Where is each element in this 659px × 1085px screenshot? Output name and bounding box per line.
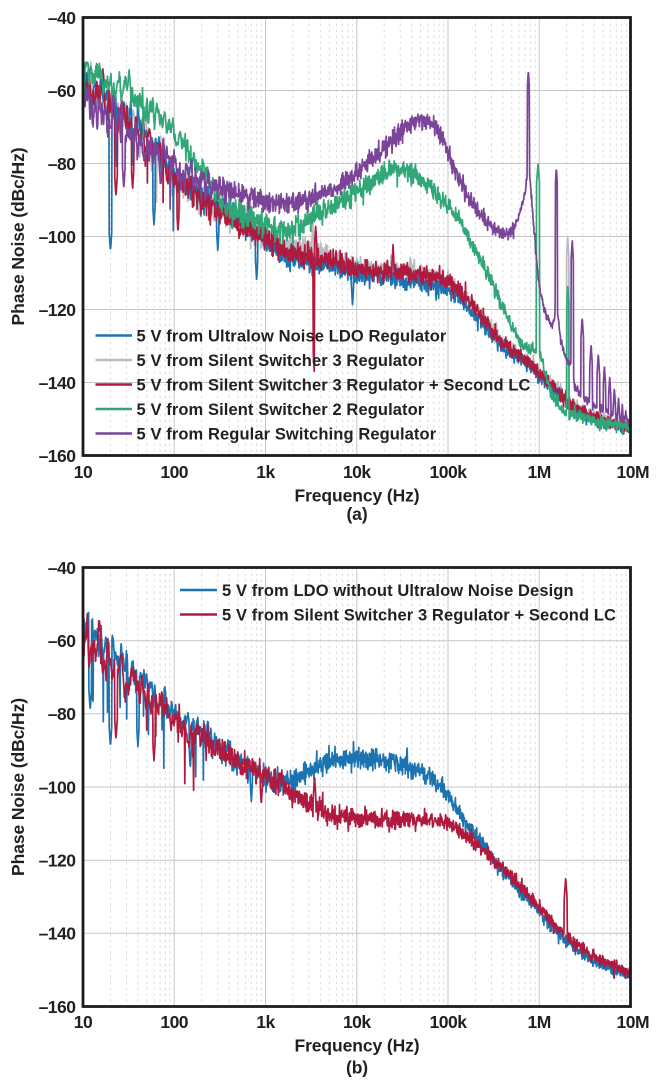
svg-text:–100: –100 [39, 777, 77, 797]
svg-text:1M: 1M [528, 1012, 551, 1032]
svg-text:–160: –160 [39, 446, 77, 466]
svg-text:Frequency (Hz): Frequency (Hz) [294, 1036, 419, 1056]
svg-text:5 V from Regular Switching Reg: 5 V from Regular Switching Regulator [137, 425, 437, 443]
svg-text:(b): (b) [346, 1058, 368, 1078]
svg-text:5 V from Ultralow Noise LDO Re: 5 V from Ultralow Noise LDO Regulator [137, 327, 447, 345]
svg-text:–140: –140 [39, 373, 77, 393]
svg-text:100: 100 [160, 1012, 188, 1032]
svg-text:–100: –100 [39, 227, 77, 247]
svg-text:5 V from LDO without Ultralow: 5 V from LDO without Ultralow Noise Desi… [222, 582, 574, 600]
svg-text:10M: 10M [617, 1012, 650, 1032]
svg-text:5 V from Silent Switcher 3 Reg: 5 V from Silent Switcher 3 Regulator + S… [222, 606, 616, 624]
svg-text:–40: –40 [48, 558, 76, 578]
svg-text:5 V from Silent Switcher 3 Reg: 5 V from Silent Switcher 3 Regulator [137, 352, 425, 370]
svg-text:–60: –60 [48, 631, 76, 651]
svg-text:Frequency (Hz): Frequency (Hz) [294, 486, 419, 506]
svg-text:10: 10 [74, 1012, 93, 1032]
svg-text:1M: 1M [528, 462, 551, 482]
svg-text:1k: 1k [256, 462, 275, 482]
svg-text:5 V from Silent Switcher 2 Reg: 5 V from Silent Switcher 2 Regulator [137, 401, 425, 419]
svg-text:–60: –60 [48, 81, 76, 101]
svg-text:–120: –120 [39, 851, 77, 871]
svg-text:10: 10 [74, 462, 93, 482]
svg-text:100: 100 [160, 462, 188, 482]
svg-text:100k: 100k [430, 462, 468, 482]
svg-text:10k: 10k [343, 462, 371, 482]
svg-text:–120: –120 [39, 300, 77, 320]
svg-text:–80: –80 [48, 704, 76, 724]
svg-text:(a): (a) [346, 504, 367, 524]
svg-text:–80: –80 [48, 154, 76, 174]
svg-text:10M: 10M [617, 462, 650, 482]
svg-text:1k: 1k [256, 1012, 275, 1032]
svg-text:Phase Noise (dBc/Hz): Phase Noise (dBc/Hz) [8, 698, 28, 876]
svg-text:–40: –40 [48, 8, 76, 28]
svg-text:–140: –140 [39, 924, 77, 944]
svg-text:–160: –160 [39, 997, 77, 1017]
svg-text:10k: 10k [343, 1012, 371, 1032]
svg-text:5 V from Silent Switcher 3 Reg: 5 V from Silent Switcher 3 Regulator + S… [137, 376, 531, 394]
svg-text:100k: 100k [430, 1012, 468, 1032]
svg-text:Phase Noise (dBc/Hz): Phase Noise (dBc/Hz) [8, 148, 28, 326]
